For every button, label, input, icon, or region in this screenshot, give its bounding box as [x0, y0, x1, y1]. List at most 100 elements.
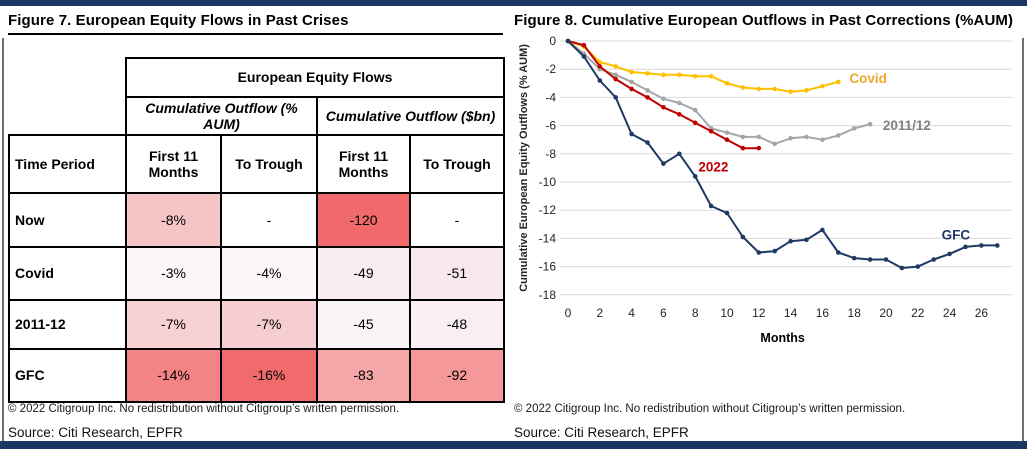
series-2022-marker: [756, 145, 762, 151]
table-cell: -16%: [220, 348, 318, 403]
series-2022-marker: [740, 145, 746, 151]
figure7-copyright: © 2022 Citigroup Inc. No redistribution …: [8, 403, 400, 415]
row-label: Now: [8, 192, 127, 248]
series-gfc-marker: [756, 250, 762, 255]
series-2022-marker: [677, 112, 682, 117]
series-gfc-marker: [613, 95, 618, 100]
series-covid-marker: [788, 89, 793, 95]
table-cell: -: [220, 192, 318, 248]
table-group-header-bn: Cumulative Outflow ($bn): [316, 96, 505, 136]
x-tick-label: 4: [628, 306, 635, 320]
series-gfc-marker: [995, 243, 1000, 248]
series-gfc-marker: [899, 265, 905, 271]
table-cell: -45: [316, 299, 411, 350]
series-2022-marker: [708, 128, 714, 134]
row-label: Covid: [8, 246, 127, 301]
table-row: GFC -14% -16% -83 -92: [8, 348, 505, 403]
y-tick-label: -2: [545, 62, 556, 76]
series-covid-marker: [661, 72, 666, 78]
series-gfc-marker: [883, 257, 889, 262]
series-gfc-label: GFC: [942, 227, 971, 242]
series-gfc-marker: [661, 161, 666, 166]
x-axis-title: Months: [760, 331, 804, 345]
x-tick-label: 8: [692, 306, 699, 320]
series-gfc-marker: [836, 250, 841, 255]
row-label: 2011-12: [8, 299, 127, 350]
series-2011-12-marker: [740, 134, 746, 140]
series-gfc-marker: [692, 174, 698, 179]
y-tick-label: -16: [539, 260, 557, 274]
series-2022-marker: [629, 86, 634, 92]
table-row: Covid -3% -4% -49 -51: [8, 246, 505, 301]
table-cell: -83: [316, 348, 411, 403]
table-cell: -7%: [220, 299, 318, 350]
series-covid-label: Covid: [849, 71, 887, 86]
table-cell: -14%: [125, 348, 222, 403]
series-gfc-marker: [645, 140, 650, 145]
right-page-rule: [1022, 38, 1024, 441]
series-2011-12-marker: [661, 96, 666, 102]
series-gfc-marker: [724, 210, 730, 216]
series-2011-12-marker: [851, 126, 857, 131]
x-tick-label: 6: [660, 306, 667, 320]
series-gfc-marker: [597, 78, 603, 83]
series-2022-label: 2022: [698, 160, 728, 175]
table-main-header: European Equity Flows: [125, 57, 505, 98]
series-covid-marker: [708, 73, 714, 79]
figure8-title: Figure 8. Cumulative European Outflows i…: [514, 12, 1014, 29]
series-2011-12-marker: [836, 133, 841, 138]
series-gfc-line: [567, 40, 998, 269]
table-colhead-trough-bn: To Trough: [409, 134, 505, 194]
y-axis-title: Cumulative European Equity Outflows (% A…: [518, 44, 530, 292]
series-2011-12-marker: [677, 100, 682, 106]
x-tick-label: 20: [879, 306, 893, 320]
series-covid-marker: [629, 69, 634, 75]
series-2011-12-marker: [629, 79, 634, 85]
y-tick-label: 0: [549, 34, 556, 48]
bottom-border-bar: [0, 441, 1027, 449]
equity-flows-table: European Equity Flows Cumulative Outflow…: [8, 57, 505, 403]
series-gfc-marker: [772, 248, 777, 254]
y-tick-label: -4: [545, 90, 556, 104]
table-row: Now -8% - -120-: [8, 192, 505, 248]
series-2011-12-marker: [804, 134, 809, 140]
table-colhead-trough-aum: To Trough: [220, 134, 318, 194]
series-covid-marker: [724, 81, 730, 86]
table-cell: -7%: [125, 299, 222, 350]
series-2011-12-marker: [867, 121, 873, 127]
series-2011-12-marker: [772, 141, 777, 147]
x-tick-label: 18: [848, 306, 862, 320]
x-tick-label: 14: [784, 306, 798, 320]
table-empty-corner: [9, 58, 126, 135]
figure7-title: Figure 7. European Equity Flows in Past …: [8, 12, 503, 35]
outflows-chart: 0 -2 -4 -6 -8 -10 -12 -14 -16 -18 0 2 4 6 8 10 12 14 16 18 2…: [514, 30, 1019, 348]
series-gfc-marker: [931, 257, 936, 262]
left-page-rule: [2, 38, 4, 441]
x-tick-label: 24: [943, 306, 957, 320]
series-gfc-marker: [708, 203, 714, 209]
series-covid-marker: [740, 85, 746, 90]
figure7-panel: Figure 7. European Equity Flows in Past …: [8, 6, 505, 441]
series-2011-12-label: 2011/12: [883, 118, 931, 133]
series-covid-marker: [756, 86, 762, 92]
series-2022-marker: [692, 120, 698, 126]
y-tick-label: -14: [539, 231, 557, 245]
series-2022-marker: [613, 76, 618, 82]
series-covid-marker: [836, 79, 841, 85]
figure8-copyright: © 2022 Citigroup Inc. No redistribution …: [514, 403, 906, 415]
series-gfc-marker: [851, 255, 857, 261]
series-gfc-marker: [581, 54, 587, 59]
table-colhead-first11-bn: First 11 Months: [316, 134, 411, 194]
y-tick-label: -8: [545, 147, 556, 161]
series-covid-marker: [645, 71, 650, 76]
series-2022-marker: [661, 104, 666, 110]
table-cell: -4%: [220, 246, 318, 301]
series-gfc-marker: [963, 244, 968, 250]
series-covid-marker: [820, 83, 825, 89]
table-group-header-aum: Cumulative Outflow (% AUM): [125, 96, 318, 136]
x-tick-label: 10: [720, 306, 734, 320]
table-row: 2011-12 -7% -7% -45 -48: [8, 299, 505, 350]
figure7-source: Source: Citi Research, EPFR: [8, 425, 183, 440]
figure8-panel: Figure 8. Cumulative European Outflows i…: [514, 6, 1019, 441]
